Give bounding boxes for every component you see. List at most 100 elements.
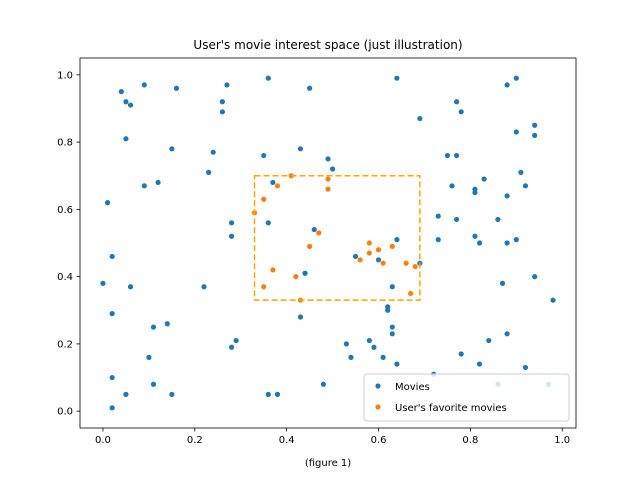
movie-point: [270, 179, 276, 186]
movie-point: [458, 351, 464, 357]
movie-point: [265, 75, 271, 81]
favorite-movie-point: [261, 196, 267, 202]
x-tick-label: 0.0: [95, 435, 111, 446]
movie-point: [127, 284, 134, 290]
movie-point: [513, 75, 519, 81]
movie-point: [205, 169, 212, 175]
movie-point: [297, 314, 304, 320]
favorite-movie-point: [389, 243, 395, 249]
favorite-movie-point: [380, 260, 386, 266]
movie-point: [123, 136, 129, 142]
movie-point: [297, 146, 304, 152]
y-tick-label: 0.6: [57, 205, 73, 216]
movie-point: [109, 374, 115, 381]
favorite-movie-point: [408, 290, 414, 297]
movie-point: [155, 179, 161, 186]
movie-point: [394, 361, 400, 367]
movie-point: [481, 176, 487, 182]
movie-point: [228, 233, 235, 239]
movie-point: [311, 226, 317, 233]
x-tick-label: 1.0: [554, 435, 570, 446]
movie-point: [499, 280, 506, 286]
favorite-movie-point: [307, 243, 313, 249]
movie-point: [522, 183, 529, 189]
movie-point: [141, 183, 147, 189]
movie-point: [109, 405, 115, 411]
favorite-movie-point: [316, 230, 322, 236]
movie-point: [123, 391, 129, 397]
favorite-movie-point: [293, 274, 299, 280]
favorite-movie-point: [375, 247, 382, 253]
movie-point: [453, 99, 460, 105]
movie-point: [274, 391, 281, 397]
movie-point: [261, 152, 267, 159]
movie-point: [265, 391, 271, 397]
y-tick-label: 0.0: [57, 407, 73, 418]
favorite-movie-point: [357, 257, 363, 263]
movie-point: [228, 344, 235, 350]
movie-point: [504, 240, 510, 246]
x-axis-label: (figure 1): [305, 458, 351, 469]
legend-marker: [375, 383, 381, 389]
favorite-movie-point: [274, 183, 281, 189]
movie-point: [371, 344, 377, 350]
movie-point: [435, 213, 441, 219]
movie-point: [118, 89, 124, 95]
movie-point: [504, 193, 510, 199]
y-tick-label: 0.8: [57, 138, 73, 149]
movie-point: [100, 280, 106, 286]
movie-point: [504, 82, 510, 88]
movie-point: [476, 240, 483, 246]
movie-point: [325, 156, 331, 162]
legend-marker: [375, 404, 381, 410]
movie-point: [307, 85, 313, 91]
movie-point: [417, 115, 423, 122]
movie-point: [513, 129, 519, 135]
favorite-movie-point: [325, 176, 331, 182]
movie-point: [146, 354, 152, 360]
legend-label: Movies: [395, 382, 430, 393]
movie-point: [458, 109, 464, 115]
favorite-movie-point: [403, 260, 409, 266]
movie-point: [104, 200, 111, 206]
movie-point: [453, 152, 460, 159]
movie-point: [210, 149, 216, 155]
movie-point: [123, 99, 129, 105]
movie-point: [444, 152, 451, 159]
movie-point: [228, 220, 235, 226]
movie-point: [169, 391, 175, 397]
movie-point: [352, 253, 359, 260]
movie-point: [472, 186, 478, 192]
movie-point: [394, 75, 400, 81]
legend-box: [363, 373, 570, 422]
movie-point: [343, 341, 349, 347]
movie-point: [504, 331, 510, 337]
y-tick-label: 0.4: [57, 272, 73, 283]
favorite-movie-point: [270, 267, 276, 273]
favorite-movie-point: [261, 284, 267, 290]
movie-point: [435, 237, 441, 243]
x-tick-label: 0.8: [462, 435, 478, 446]
plot-area: 0.0 0.2 0.4 0.6 0.8 1.0 0.0 0.2 0.4 0.6 0.8 1.0 Movi…: [57, 57, 577, 446]
movie-point: [150, 324, 157, 330]
movie-point: [233, 337, 239, 344]
movie-point: [375, 257, 382, 263]
movie-point: [495, 216, 501, 223]
movie-point: [302, 270, 308, 276]
movie-point: [173, 85, 180, 91]
movie-point: [109, 253, 115, 260]
favorite-movie-point: [412, 263, 418, 270]
movie-point: [224, 82, 230, 88]
movie-point: [453, 216, 460, 223]
movie-point: [389, 331, 395, 337]
movie-point: [385, 304, 391, 310]
chart-title: User's movie interest space (just illust…: [193, 38, 462, 52]
x-tick-label: 0.2: [187, 435, 203, 446]
movie-point: [219, 109, 225, 115]
movie-point: [380, 354, 386, 360]
movie-point: [389, 324, 395, 330]
favorite-movie-point: [366, 240, 372, 246]
movie-point: [150, 381, 157, 387]
